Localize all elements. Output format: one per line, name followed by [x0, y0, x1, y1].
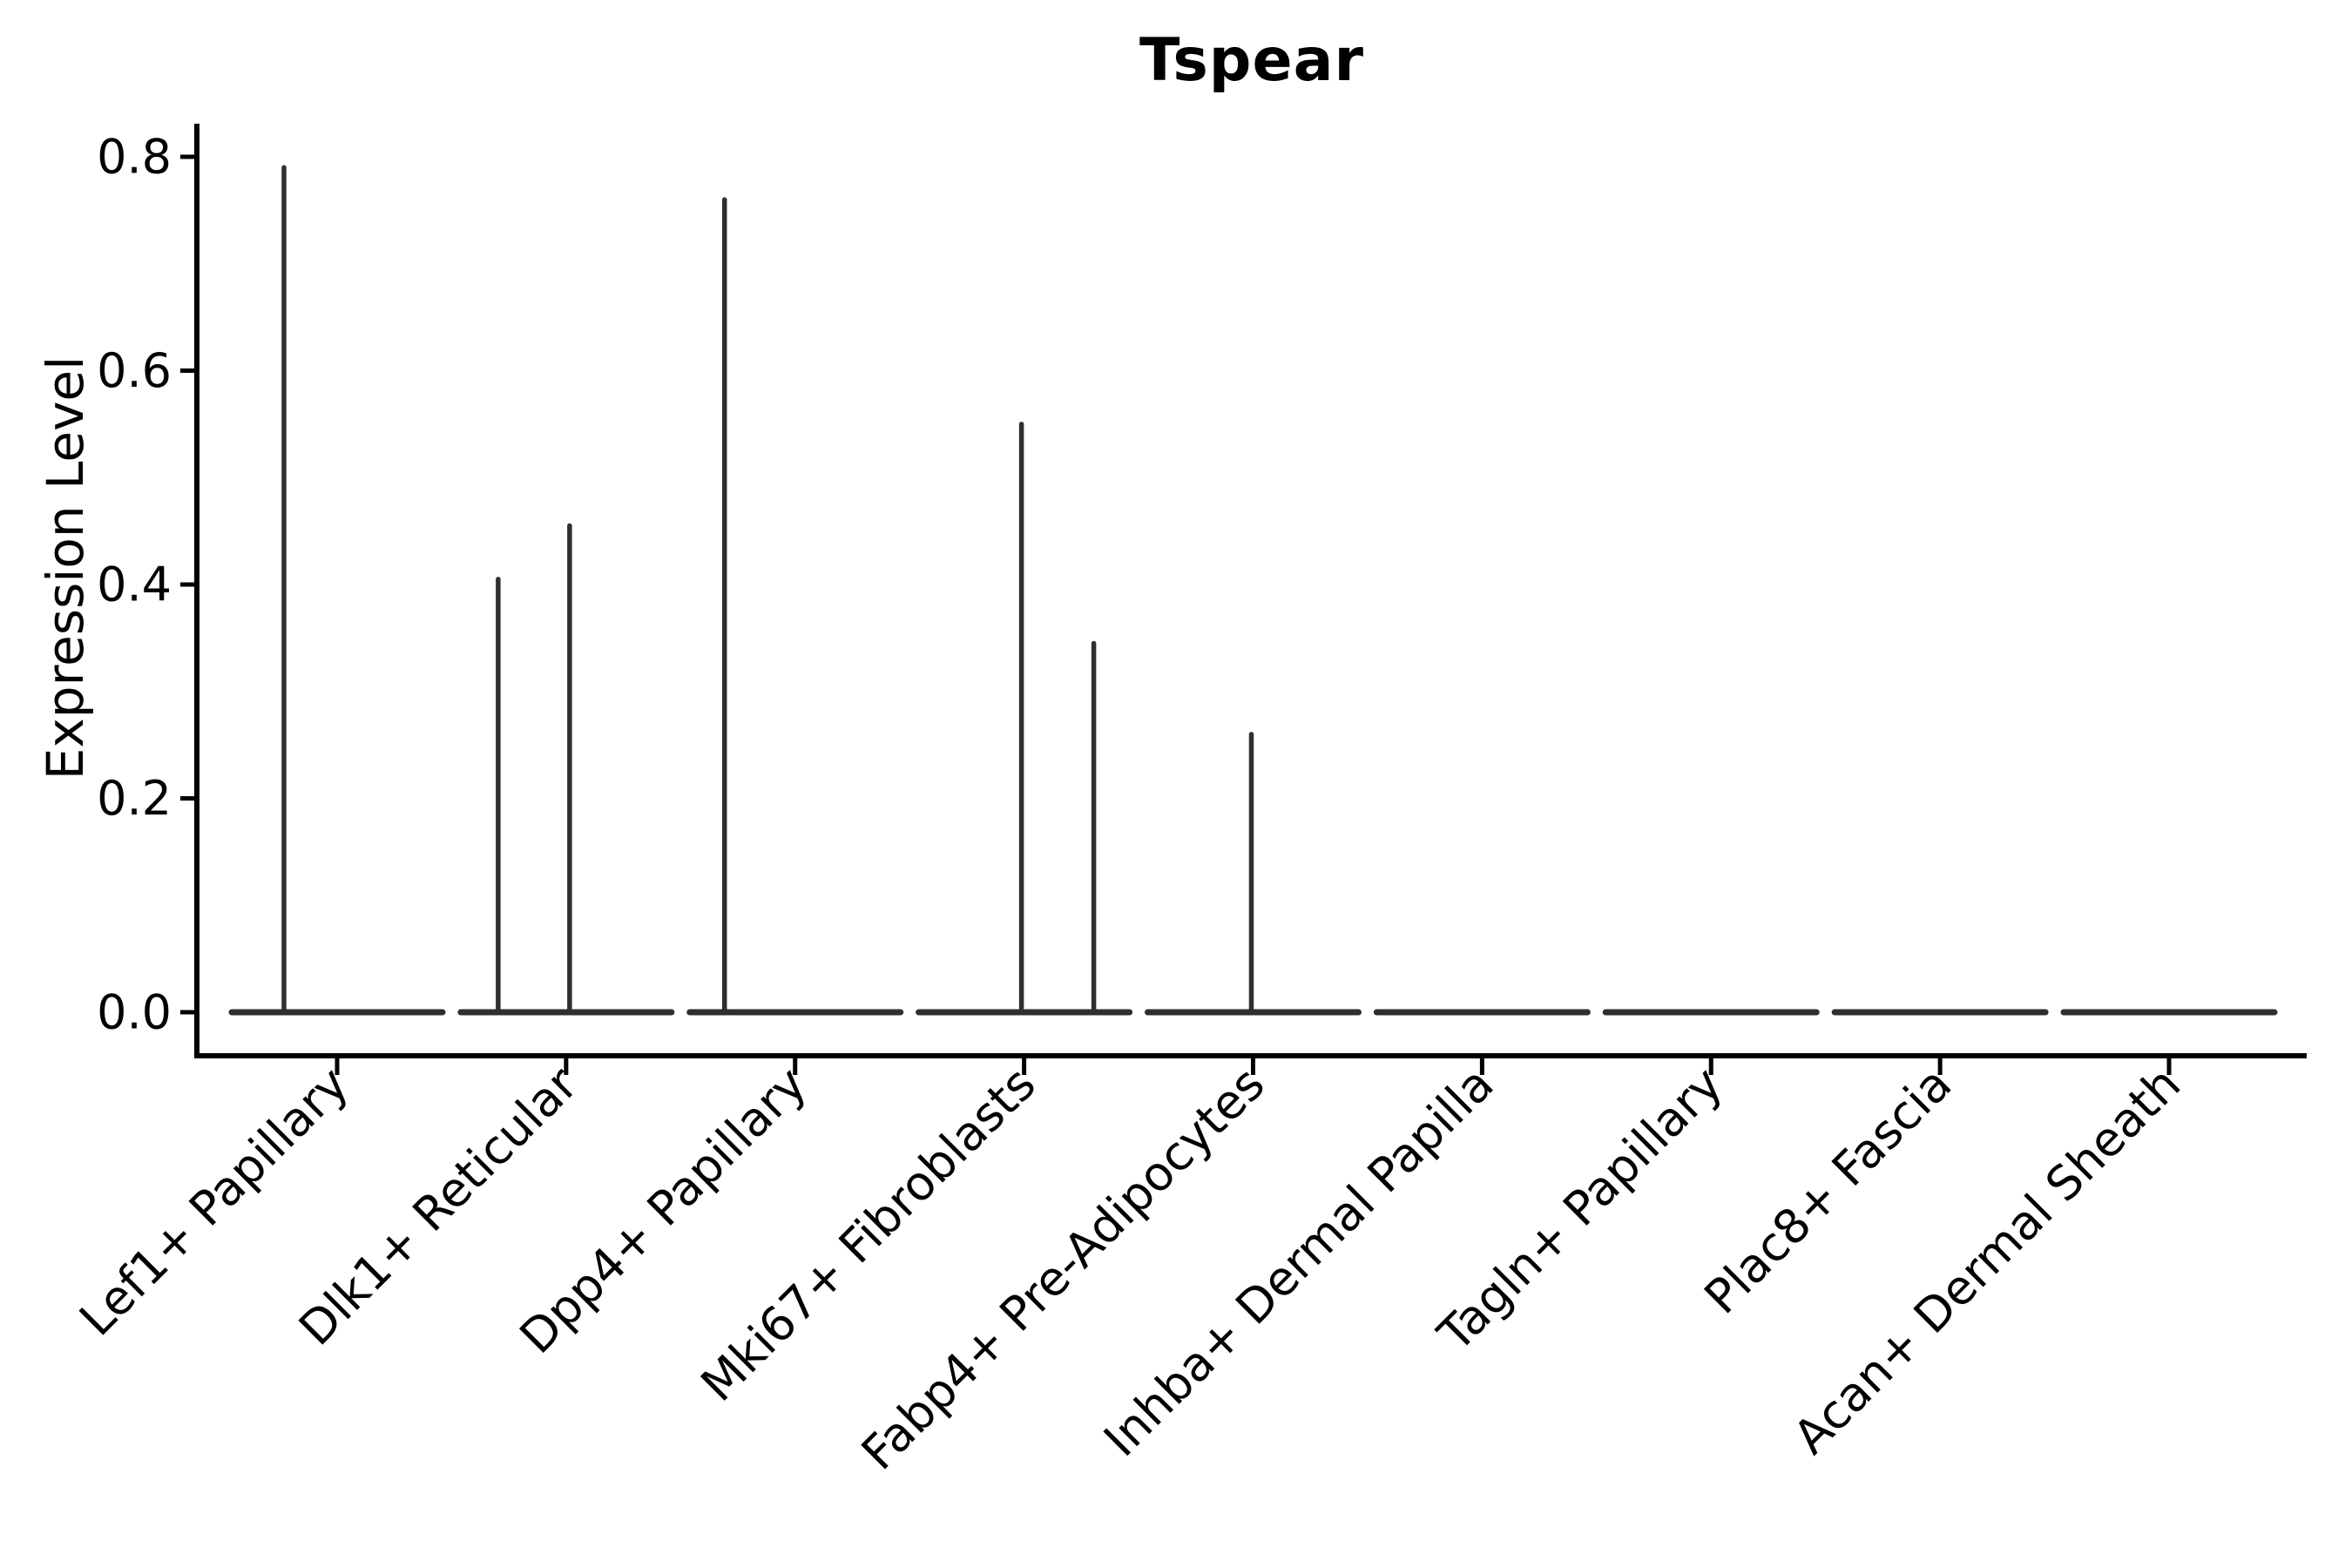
x-tick-label: Plac8+ Fascia: [1694, 1057, 1963, 1325]
x-tick-label: Acan+ Dermal Sheath: [1783, 1057, 2191, 1464]
y-tick-label: 0.8: [97, 130, 172, 185]
x-tick-label: Inhba+ Dermal Papilla: [1093, 1057, 1504, 1467]
y-tick-label: 0.0: [97, 985, 172, 1040]
chart-title: Tspear: [1139, 26, 1365, 95]
y-tick-label: 0.2: [97, 771, 172, 826]
y-tick-label: 0.4: [97, 558, 172, 612]
y-tick-label: 0.6: [97, 343, 172, 398]
x-tick-label: Fabp4+ Pre-Adipocytes: [851, 1057, 1275, 1481]
